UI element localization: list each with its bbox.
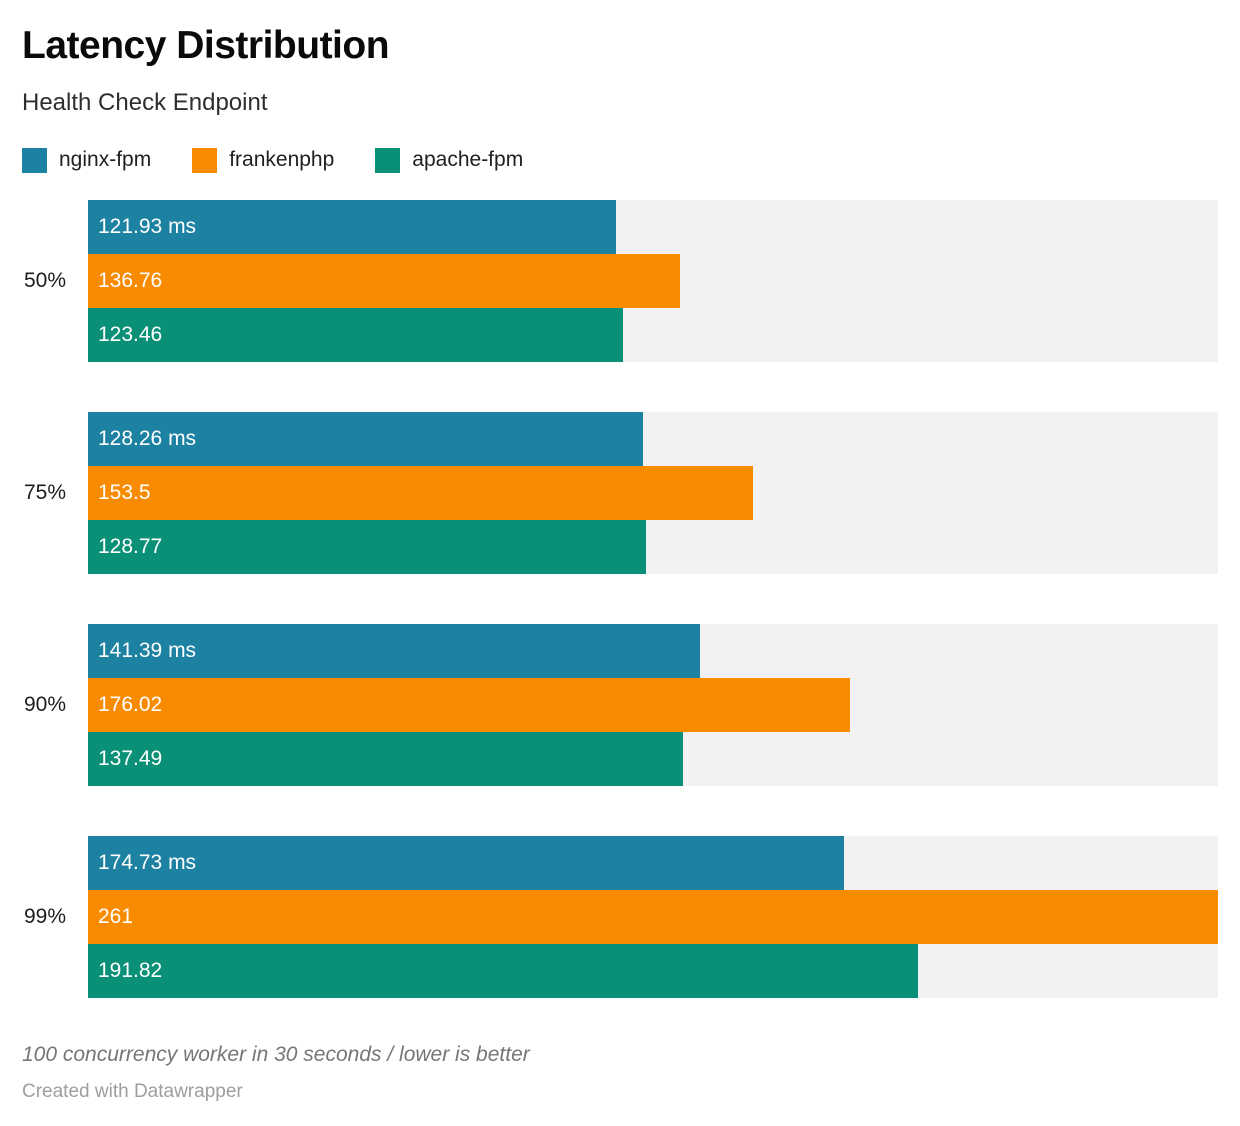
bar-value-label: 261 [98, 904, 134, 928]
legend-swatch [192, 147, 218, 173]
bar-track-area: 128.26 ms 153.5 128.77 [88, 411, 1218, 574]
bar-nginx-fpm: 121.93 ms [88, 199, 616, 254]
bar-group: 90% 141.39 ms 176.02 137.49 [22, 623, 1218, 786]
bar-row: 174.73 ms [88, 835, 1218, 890]
bar-group: 99% 174.73 ms 261 191.82 [22, 835, 1218, 998]
bar-nginx-fpm: 174.73 ms [88, 835, 845, 890]
bar-track-area: 141.39 ms 176.02 137.49 [88, 623, 1218, 786]
bar-row: 136.76 [88, 253, 1218, 308]
bar-apache-fpm: 191.82 [88, 943, 919, 998]
legend-label: frankenphp [229, 148, 335, 172]
bar-frankenphp: 153.5 [88, 465, 753, 520]
legend: nginx-fpm frankenphp apache-fpm [22, 147, 1218, 173]
bar-row: 121.93 ms [88, 199, 1218, 254]
bar-row: 141.39 ms [88, 623, 1218, 678]
bar-row: 123.46 [88, 307, 1218, 362]
bar-chart: 50% 121.93 ms 136.76 123.46 75% 128.26 ms 153.… [22, 199, 1218, 998]
bar-row: 153.5 [88, 465, 1218, 520]
bar-nginx-fpm: 128.26 ms [88, 411, 644, 466]
bar-group: 50% 121.93 ms 136.76 123.46 [22, 199, 1218, 362]
legend-item-frankenphp: frankenphp [192, 147, 335, 173]
category-label: 75% [23, 480, 66, 504]
bar-value-label: 128.26 ms [98, 426, 197, 450]
bar-value-label: 136.76 [98, 268, 163, 292]
bar-value-label: 174.73 ms [98, 850, 197, 874]
category-label: 90% [23, 692, 66, 716]
bar-frankenphp: 261 [88, 889, 1218, 944]
datawrapper-credit: Created with Datawrapper [22, 1080, 243, 1102]
category-label: 99% [23, 904, 66, 928]
bar-row: 261 [88, 889, 1218, 944]
bar-value-label: 137.49 [98, 746, 163, 770]
legend-label: nginx-fpm [59, 148, 152, 172]
legend-item-apache-fpm: apache-fpm [375, 147, 524, 173]
bar-group: 75% 128.26 ms 153.5 128.77 [22, 411, 1218, 574]
bar-track-area: 121.93 ms 136.76 123.46 [88, 199, 1218, 362]
bar-frankenphp: 176.02 [88, 677, 851, 732]
chart-title: Latency Distribution [22, 24, 390, 67]
bar-apache-fpm: 137.49 [88, 731, 684, 786]
legend-item-nginx-fpm: nginx-fpm [22, 147, 152, 173]
bar-row: 128.77 [88, 519, 1218, 574]
footer-note: 100 concurrency worker in 30 seconds / l… [22, 1042, 530, 1066]
bar-frankenphp: 136.76 [88, 253, 681, 308]
bar-track-area: 174.73 ms 261 191.82 [88, 835, 1218, 998]
legend-swatch [22, 147, 47, 173]
bar-row: 137.49 [88, 731, 1218, 786]
legend-label: apache-fpm [412, 148, 524, 172]
bar-value-label: 141.39 ms [98, 638, 197, 662]
bar-value-label: 123.46 [98, 322, 163, 346]
bar-value-label: 128.77 [98, 534, 163, 558]
bar-value-label: 191.82 [98, 958, 163, 982]
legend-swatch [375, 147, 401, 173]
bar-apache-fpm: 123.46 [88, 307, 623, 362]
chart-subtitle: Health Check Endpoint [22, 88, 268, 116]
category-label: 50% [23, 268, 66, 292]
bar-row: 176.02 [88, 677, 1218, 732]
bar-value-label: 121.93 ms [98, 214, 197, 238]
bar-row: 191.82 [88, 943, 1218, 998]
bar-value-label: 176.02 [98, 692, 163, 716]
bar-row: 128.26 ms [88, 411, 1218, 466]
bar-apache-fpm: 128.77 [88, 519, 646, 574]
bar-nginx-fpm: 141.39 ms [88, 623, 701, 678]
bar-value-label: 153.5 [98, 480, 151, 504]
